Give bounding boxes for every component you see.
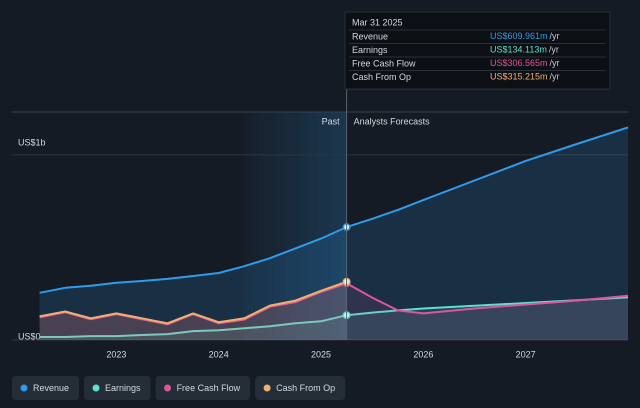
series-area (39, 281, 347, 340)
tooltip-title: Mar 31 2025 (352, 17, 403, 27)
legend-label: Earnings (105, 383, 141, 393)
tooltip: Mar 31 2025 Revenue US$609.961m/yr Earnings… (344, 11, 611, 90)
x-tick-label: 2025 (311, 349, 331, 359)
tooltip-unit: /yr (550, 58, 560, 68)
legend-item[interactable]: Earnings (84, 376, 151, 400)
tooltip-unit: /yr (550, 72, 560, 82)
plot: US$0 US$1b 2023 2024 2025 2026 2027 Past Analyst… (12, 12, 629, 359)
tooltip-unit: /yr (549, 45, 559, 55)
series-line (39, 296, 629, 338)
y-tick-label: US$0 (18, 331, 41, 341)
legend-swatch (263, 384, 271, 392)
legend: Revenue Earnings Free Cash Flow Cash From O… (12, 376, 346, 400)
legend-button[interactable] (84, 376, 151, 400)
tooltip-value-number: US$315.215m (490, 72, 548, 82)
tooltip-value-number: US$609.961m (490, 31, 548, 41)
legend-item[interactable]: Cash From Op (255, 376, 346, 400)
legend-label: Cash From Op (276, 383, 335, 393)
past-label: Past (322, 116, 341, 126)
legend-button[interactable] (255, 376, 346, 400)
series-line (39, 126, 629, 294)
series-area (39, 283, 629, 340)
tooltip-unit: /yr (550, 31, 560, 41)
x-tick-label: 2024 (209, 349, 229, 359)
legend-button[interactable] (155, 376, 251, 400)
legend-item[interactable]: Free Cash Flow (155, 376, 251, 400)
tooltip-value-number: US$134.113m (490, 45, 547, 55)
y-tick-label: US$1b (18, 137, 46, 147)
x-tick-label: 2023 (106, 349, 126, 359)
legend-swatch (164, 384, 172, 392)
tooltip-label: Revenue (352, 31, 388, 41)
legend-label: Revenue (33, 383, 69, 393)
legend-swatch (20, 384, 28, 392)
legend-button[interactable] (12, 376, 80, 400)
legend-label: Free Cash Flow (177, 383, 241, 393)
x-tick-label: 2026 (413, 349, 433, 359)
tooltip-label: Free Cash Flow (352, 58, 416, 68)
legend-item[interactable]: Revenue (12, 376, 80, 400)
tooltip-value-number: US$306.565m (490, 58, 548, 68)
tooltip-value: US$306.565m/yr (490, 58, 560, 68)
tooltip-value: US$315.215m/yr (490, 72, 560, 82)
tooltip-box (344, 11, 611, 90)
tooltip-value: US$134.113m/yr (490, 45, 559, 55)
tooltip-value: US$609.961m/yr (490, 31, 560, 41)
series-line (39, 280, 347, 325)
tooltip-label: Cash From Op (352, 72, 411, 82)
forecast-label: Analysts Forecasts (354, 116, 431, 126)
legend-swatch (92, 384, 100, 392)
tooltip-label: Earnings (352, 45, 388, 55)
x-tick-label: 2027 (516, 349, 536, 359)
